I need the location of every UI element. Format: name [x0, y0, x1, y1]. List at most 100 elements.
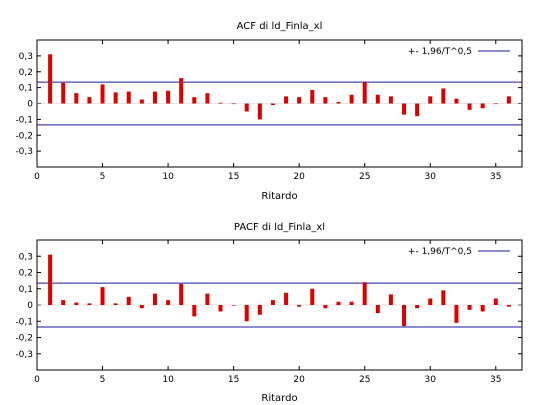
bar-lag-28: [402, 305, 407, 327]
x-tick-label: 35: [490, 172, 501, 182]
y-tick-label: 0,1: [19, 285, 33, 295]
y-tick-label: 0,2: [19, 68, 33, 78]
bar-lag-32: [454, 98, 459, 104]
bar-lag-21: [310, 288, 315, 305]
bar-lag-34: [480, 305, 485, 312]
y-tick-label: -0,1: [15, 115, 33, 125]
x-tick-label: 0: [34, 172, 40, 182]
bar-lag-7: [126, 296, 131, 305]
bar-lag-15: [231, 103, 236, 105]
bar-lag-35: [493, 103, 498, 105]
x-tick-label: 10: [162, 375, 174, 385]
bar-lag-32: [454, 305, 459, 323]
bar-lag-20: [297, 97, 302, 104]
bar-lag-26: [375, 94, 380, 104]
chart-title: PACF di ld_Finla_xl: [234, 222, 325, 233]
bar-lag-25: [362, 282, 367, 305]
bar-lag-31: [441, 88, 446, 104]
bar-lag-7: [126, 91, 131, 104]
bar-lag-31: [441, 290, 446, 305]
bar-lag-16: [244, 305, 249, 322]
bar-lag-23: [336, 101, 341, 104]
bar-lag-22: [323, 305, 328, 309]
bar-lag-11: [179, 78, 184, 104]
y-tick-label: 0: [27, 100, 33, 110]
bar-lag-14: [218, 305, 223, 312]
bar-lag-18: [270, 103, 275, 106]
bar-lag-24: [349, 301, 354, 305]
legend-label: +- 1,96/T^0,5: [408, 47, 472, 57]
bar-lag-20: [297, 305, 302, 307]
chart-title: ACF di ld_Finla_xl: [237, 21, 323, 32]
bar-lag-29: [415, 103, 420, 117]
bar-lag-23: [336, 301, 341, 305]
bar-lag-30: [428, 298, 433, 305]
bar-lag-6: [113, 92, 118, 104]
bar-lag-17: [257, 305, 262, 315]
bar-lag-11: [179, 283, 184, 305]
bar-lag-16: [244, 103, 249, 112]
chart-panel-acf: ACF di ld_Finla_xl 0,3 0,2 0,1 0 -0,1 -0,2 -0,3…: [15, 21, 523, 202]
bar-lag-25: [362, 82, 367, 104]
bar-lag-33: [467, 305, 472, 310]
x-tick-label: 10: [162, 172, 174, 182]
bar-lag-4: [87, 97, 92, 104]
bar-lag-2: [61, 300, 66, 305]
bar-lag-8: [139, 305, 144, 309]
bar-lag-3: [74, 93, 79, 104]
bar-lag-15: [231, 305, 236, 306]
x-tick-label: 20: [293, 172, 305, 182]
y-tick-label: 0: [27, 301, 33, 311]
bar-lag-6: [113, 303, 118, 305]
bar-lag-26: [375, 305, 380, 314]
bar-lag-4: [87, 303, 92, 305]
bar-lag-19: [284, 96, 289, 104]
x-tick-label: 25: [359, 375, 370, 385]
y-tick-label: -0,3: [15, 147, 33, 157]
bar-lag-1: [48, 254, 53, 305]
x-axis-label: Ritardo: [261, 191, 297, 202]
bar-lag-2: [61, 82, 66, 104]
x-tick-label: 5: [100, 172, 106, 182]
bar-lag-13: [205, 93, 210, 104]
y-tick-label: 0,3: [19, 252, 33, 262]
bar-lag-13: [205, 293, 210, 305]
x-tick-label: 5: [100, 375, 106, 385]
bar-lag-27: [388, 96, 393, 104]
x-tick-label: 25: [359, 172, 370, 182]
bar-lag-10: [166, 300, 171, 305]
bar-lag-29: [415, 305, 420, 309]
bar-lag-27: [388, 294, 393, 305]
bar-lag-5: [100, 287, 105, 305]
bar-lag-3: [74, 302, 79, 305]
y-tick-label: -0,2: [15, 131, 33, 141]
y-tick-label: 0,3: [19, 52, 33, 62]
x-tick-label: 0: [34, 375, 40, 385]
bar-lag-1: [48, 54, 53, 104]
bar-lag-28: [402, 103, 407, 115]
bar-lag-21: [310, 90, 315, 104]
x-tick-label: 15: [228, 375, 239, 385]
bar-lag-12: [192, 97, 197, 104]
y-tick-label: 0,1: [19, 84, 33, 94]
bar-lag-9: [152, 91, 157, 104]
bar-lag-8: [139, 99, 144, 104]
chart-panel-pacf: PACF di ld_Finla_xl 0,3 0,2 0,1 0 -0,1 -0,2 -0,…: [15, 222, 523, 404]
x-axis-label: Ritardo: [261, 393, 297, 404]
y-tick-label: -0,2: [15, 334, 33, 344]
legend-label: +- 1,96/T^0,5: [408, 247, 472, 257]
bar-lag-35: [493, 298, 498, 305]
bar-lag-36: [506, 305, 511, 307]
bar-lag-19: [284, 292, 289, 305]
bar-lag-12: [192, 305, 197, 317]
bar-lag-14: [218, 102, 223, 104]
bar-lag-36: [506, 96, 511, 104]
bar-lag-22: [323, 97, 328, 104]
x-tick-label: 20: [293, 375, 305, 385]
x-tick-label: 30: [425, 375, 437, 385]
x-tick-label: 35: [490, 375, 501, 385]
bar-lag-30: [428, 96, 433, 104]
bar-lag-24: [349, 94, 354, 104]
